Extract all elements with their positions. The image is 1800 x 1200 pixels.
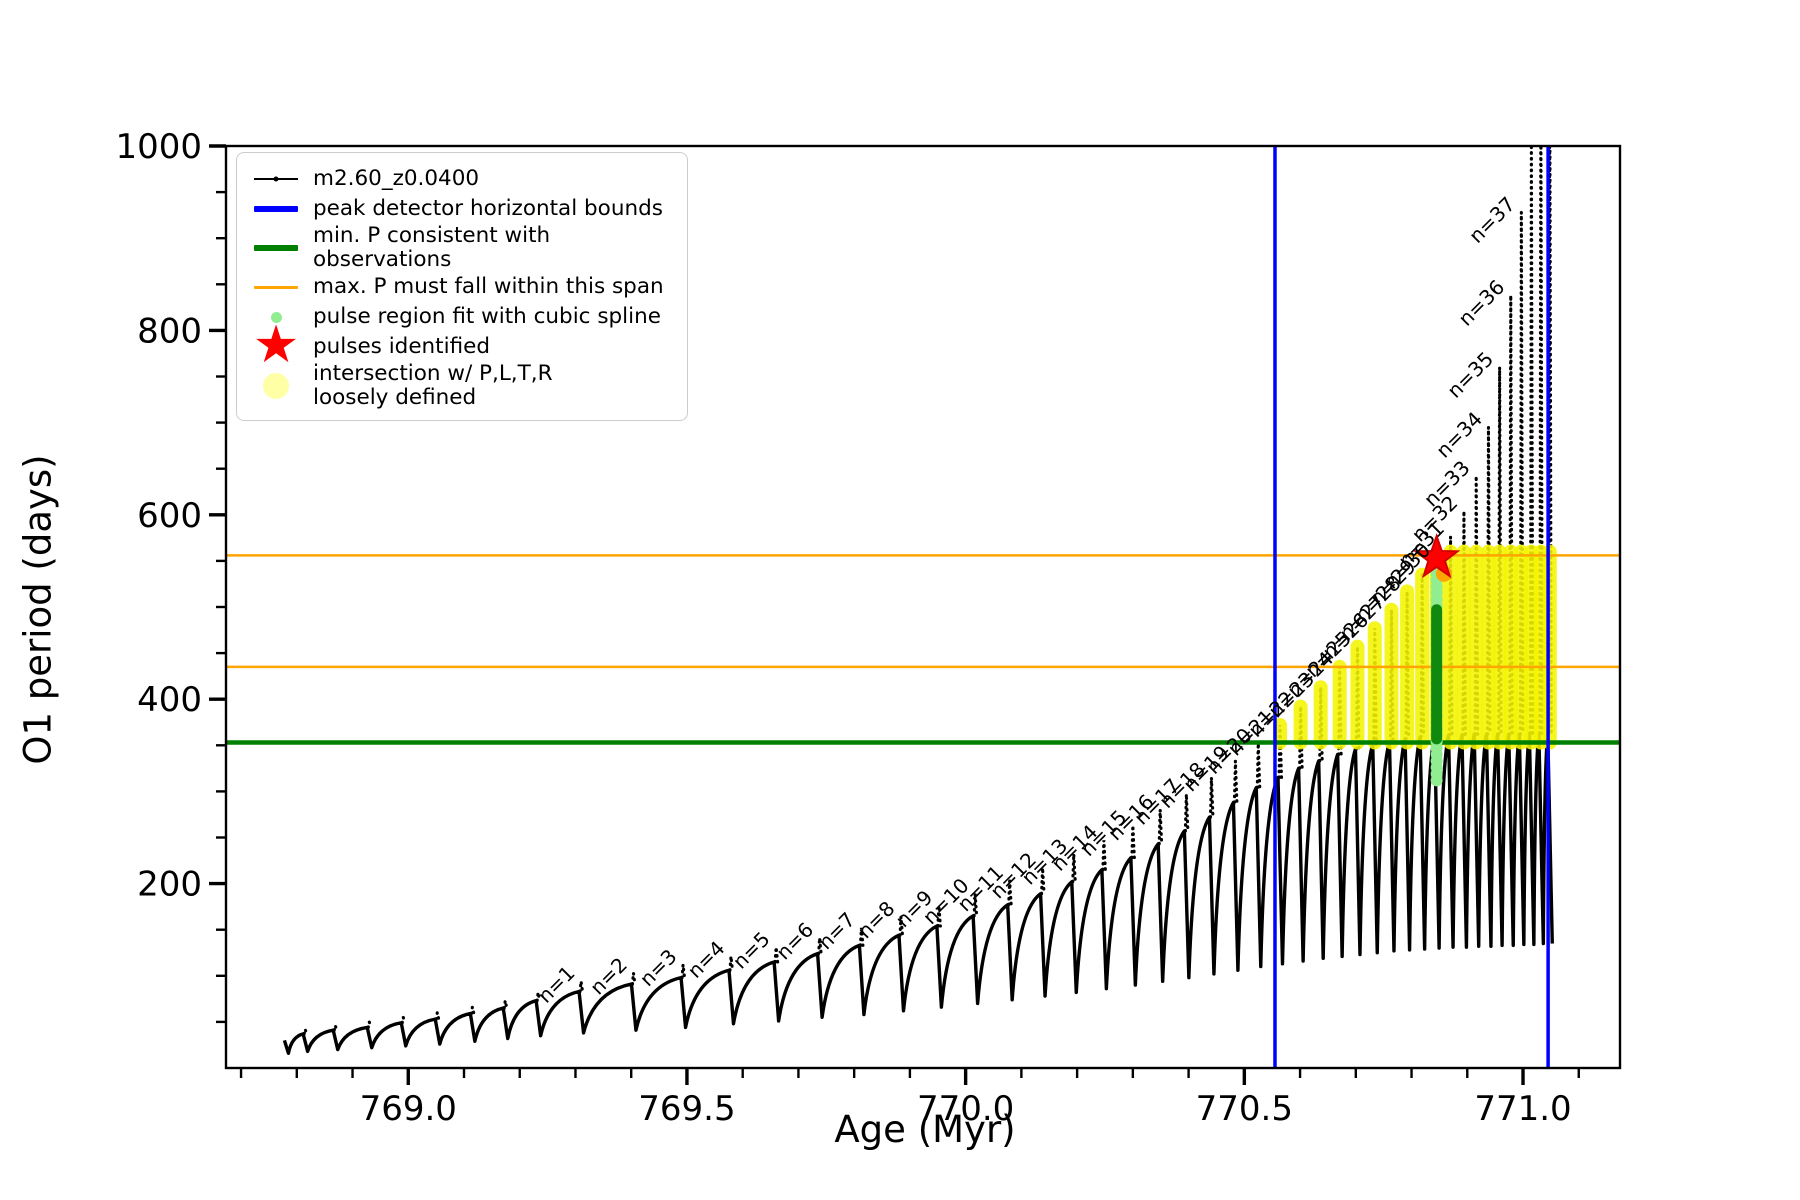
y-axis-label: O1 period (days) bbox=[16, 454, 60, 765]
pulse-number-label: n=2 bbox=[585, 953, 632, 1000]
intersection-dot-icon bbox=[247, 373, 305, 399]
legend-label: pulse region fit with cubic spline bbox=[313, 304, 661, 329]
legend-line-icon bbox=[247, 245, 305, 251]
legend-row: peak detector horizontal bounds bbox=[247, 194, 677, 224]
pulse-number-label: n=37 bbox=[1464, 192, 1520, 248]
pulse-number-label: n=1 bbox=[533, 961, 580, 1008]
pulse-number-label: n=4 bbox=[683, 936, 730, 983]
legend-label: intersection w/ P,L,T,R loosely defined bbox=[313, 361, 553, 410]
legend-line-icon bbox=[247, 206, 305, 212]
y-tick-label: 400 bbox=[137, 680, 202, 720]
legend-line-icon bbox=[247, 285, 305, 289]
star-icon: ★ bbox=[252, 315, 300, 375]
legend-row: m2.60_z0.0400 bbox=[247, 164, 677, 194]
pulse-spikes bbox=[302, 146, 1553, 1036]
legend-row: min. P consistent with observations bbox=[247, 224, 677, 272]
legend-label: peak detector horizontal bounds bbox=[313, 196, 663, 221]
pulse-number-label: n=8 bbox=[853, 896, 900, 943]
legend-label: pulses identified bbox=[313, 334, 491, 359]
series-line-marker-icon bbox=[247, 176, 305, 182]
legend-label: m2.60_z0.0400 bbox=[313, 166, 480, 191]
plot-content bbox=[226, 146, 1620, 1068]
legend-row: pulse region fit with cubic spline bbox=[247, 302, 677, 332]
identified-pulse-star bbox=[1412, 533, 1461, 579]
legend-label: min. P consistent with observations bbox=[313, 223, 551, 272]
pulse-number-label: n=34 bbox=[1431, 407, 1487, 463]
legend-row: max. P must fall within this span bbox=[247, 272, 677, 302]
ticks: 769.0 769.5 770.0 770.5 771.0 200 400 600 800 100… bbox=[115, 127, 1580, 1129]
x-tick-label: 769.0 bbox=[360, 1089, 457, 1129]
spline-dot-icon bbox=[247, 311, 305, 323]
pulse-number-label: n=36 bbox=[1454, 275, 1510, 331]
legend-row: intersection w/ P,L,T,R loosely defined bbox=[247, 362, 677, 410]
legend-label: max. P must fall within this span bbox=[313, 274, 664, 299]
pulse-number-label: n=35 bbox=[1442, 347, 1498, 403]
model-track-curve bbox=[282, 731, 1554, 1055]
legend-row: ★ pulses identified bbox=[247, 315, 677, 375]
pulse-number-label: n=5 bbox=[728, 927, 775, 974]
x-tick-label: 770.0 bbox=[917, 1089, 1014, 1129]
y-tick-label: 800 bbox=[137, 311, 202, 351]
x-tick-label: 769.5 bbox=[638, 1089, 735, 1129]
y-tick-label: 1000 bbox=[115, 127, 202, 167]
pulse-number-label: n=3 bbox=[635, 944, 682, 991]
y-tick-label: 200 bbox=[137, 865, 202, 905]
x-tick-label: 770.5 bbox=[1196, 1089, 1293, 1129]
y-tick-label: 600 bbox=[137, 496, 202, 536]
x-tick-label: 771.0 bbox=[1474, 1089, 1571, 1129]
x-axis-label: Age (Myr) bbox=[834, 1108, 1016, 1151]
